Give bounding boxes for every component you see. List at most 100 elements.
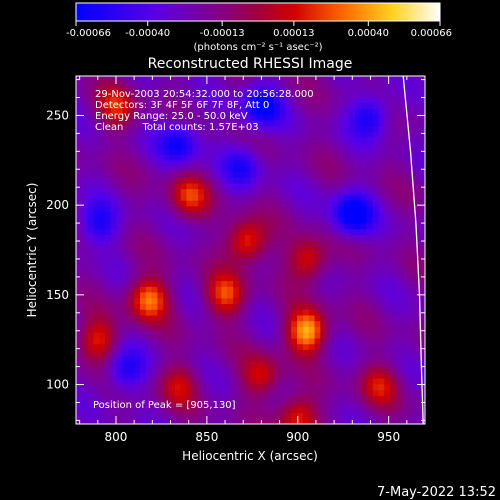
heatmap-cell — [221, 160, 228, 167]
heatmap-cell — [361, 182, 368, 190]
heatmap-cell — [116, 114, 124, 121]
heatmap-cell — [122, 246, 129, 253]
heatmap-cell — [273, 412, 281, 419]
heatmap-cell — [76, 320, 83, 327]
heatmap-cell — [390, 395, 397, 402]
heatmap-cell — [349, 326, 356, 333]
heatmap-cell — [279, 257, 286, 264]
heatmap-cell — [151, 85, 158, 92]
heatmap-cell — [256, 412, 263, 419]
heatmap-cell — [151, 383, 158, 391]
heatmap-cell — [198, 154, 205, 161]
heatmap-cell — [198, 412, 205, 419]
heatmap-cell — [198, 182, 205, 190]
heatmap-cell — [384, 418, 391, 424]
heatmap-cell — [308, 366, 316, 373]
heatmap-cell — [378, 91, 385, 98]
heatmap-cell — [163, 160, 170, 167]
heatmap-cell — [401, 383, 409, 391]
heatmap-cell — [361, 343, 368, 350]
heatmap-cell — [145, 182, 153, 190]
heatmap-cell — [105, 171, 112, 178]
heatmap-cell — [401, 194, 409, 201]
heatmap-cell — [320, 228, 327, 236]
heatmap-cell — [302, 360, 310, 368]
heatmap-cell — [349, 314, 356, 322]
heatmap-cell — [401, 217, 409, 224]
heatmap-cell — [407, 142, 414, 149]
heatmap-cell — [128, 360, 135, 368]
heatmap-cell — [395, 211, 403, 218]
heatmap-cell — [227, 343, 234, 350]
heatmap-cell — [250, 131, 257, 138]
heatmap-cell — [174, 418, 182, 424]
heatmap-cell — [390, 223, 397, 230]
heatmap-cell — [413, 378, 420, 385]
heatmap-cell — [262, 263, 269, 270]
heatmap-cell — [233, 372, 240, 379]
heatmap-cell — [401, 79, 409, 86]
heatmap-cell — [238, 337, 246, 345]
heatmap-cell — [209, 280, 217, 287]
heatmap-cell — [302, 349, 310, 356]
heatmap-cell — [256, 194, 263, 201]
heatmap-cell — [93, 171, 100, 178]
heatmap-cell — [378, 263, 385, 270]
heatmap-cell — [326, 211, 333, 218]
heatmap-cell — [297, 292, 304, 299]
heatmap-cell — [419, 274, 425, 282]
heatmap-cell — [372, 280, 380, 287]
heatmap-cell — [105, 263, 112, 270]
y-tick-label: 200 — [46, 198, 69, 212]
heatmap-cell — [355, 337, 362, 345]
heatmap-cell — [366, 320, 374, 327]
heatmap-cell — [349, 217, 356, 224]
heatmap-cell — [192, 142, 199, 149]
heatmap-cell — [349, 119, 356, 127]
heatmap-cell — [198, 274, 205, 282]
heatmap-cell — [128, 383, 135, 391]
heatmap-cell — [343, 211, 350, 218]
heatmap-cell — [204, 142, 211, 149]
heatmap-cell — [76, 234, 83, 241]
heatmap-cell — [76, 355, 83, 362]
heatmap-cell — [361, 137, 368, 144]
heatmap-cell — [291, 177, 298, 184]
heatmap-cell — [192, 251, 199, 259]
heatmap-cell — [291, 412, 298, 419]
heatmap-cell — [157, 383, 164, 391]
heatmap-cell — [273, 246, 281, 253]
heatmap-cell — [244, 297, 252, 304]
heatmap-cell — [361, 314, 368, 322]
heatmap-cell — [320, 119, 327, 127]
heatmap-cell — [221, 165, 228, 172]
heatmap-cell — [390, 165, 397, 172]
heatmap-cell — [343, 171, 350, 178]
heatmap-cell — [122, 383, 129, 391]
heatmap-cell — [81, 125, 89, 132]
heatmap-cell — [233, 240, 240, 247]
heatmap-cell — [349, 274, 356, 282]
heatmap-cell — [343, 378, 350, 385]
heatmap-cell — [326, 337, 333, 345]
heatmap-cell — [407, 412, 414, 419]
heatmap-cell — [99, 240, 106, 247]
heatmap-cell — [215, 246, 222, 253]
heatmap-cell — [76, 303, 83, 310]
heatmap-cell — [395, 412, 403, 419]
heatmap-cell — [384, 182, 391, 190]
heatmap-cell — [122, 332, 129, 339]
heatmap-cell — [99, 91, 106, 98]
heatmap-cell — [244, 154, 252, 161]
heatmap-cell — [250, 383, 257, 391]
heatmap-cell — [384, 160, 391, 167]
heatmap-cell — [238, 418, 246, 424]
heatmap-cell — [308, 76, 316, 81]
heatmap-cell — [268, 200, 275, 207]
heatmap-cell — [238, 188, 246, 195]
heatmap-cell — [186, 280, 193, 287]
heatmap-cell — [326, 91, 333, 98]
heatmap-cell — [169, 217, 176, 224]
heatmap-cell — [320, 171, 327, 178]
heatmap-cell — [204, 360, 211, 368]
